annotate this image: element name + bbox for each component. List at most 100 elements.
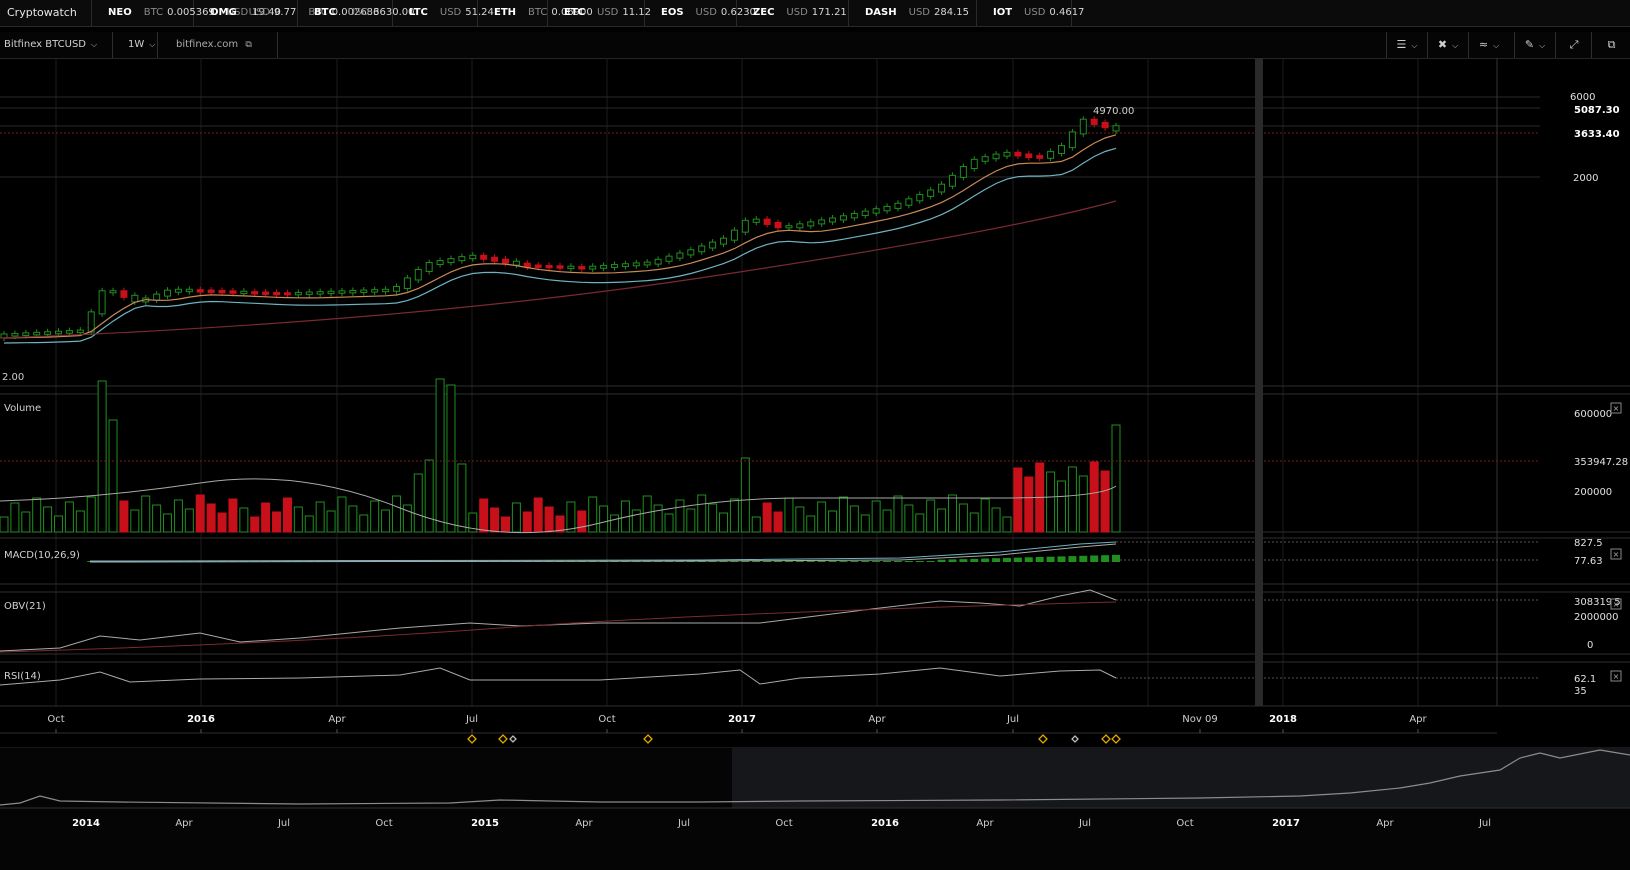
close-pane-button[interactable]: × (1610, 402, 1622, 414)
ticker-item-omg[interactable]: OMG USD 9.77 BTC 0.002686 (194, 0, 379, 26)
period-selector[interactable]: 1W ⌵ (113, 32, 158, 58)
macd-histogram-bar (806, 561, 815, 562)
volume-bar (893, 495, 903, 533)
candle (1101, 121, 1109, 129)
ticker-item-zec[interactable]: ZEC USD 171.21 (737, 0, 849, 26)
macd-histogram-bar (981, 558, 990, 562)
candle (534, 264, 542, 268)
macd-histogram-bar (752, 561, 761, 562)
volume-bar (610, 514, 620, 533)
candlestick-pane[interactable] (0, 116, 1120, 344)
ticker-item-eth[interactable]: ETH BTC 0.06900 (478, 0, 593, 26)
ticker-item-ltc[interactable]: LTC USD 51.24 (393, 0, 494, 26)
macd-histogram-bar (719, 561, 728, 562)
candle (774, 221, 782, 229)
brand-logo[interactable]: Cryptowatch (0, 0, 92, 26)
volume-bar (304, 515, 314, 533)
macd-histogram-bar (774, 561, 783, 562)
candle (76, 329, 84, 334)
draw-button[interactable]: ✎ ⌵ (1514, 32, 1555, 58)
ticker-item-etc[interactable]: ETC USD 11.12 (548, 0, 651, 26)
candle (567, 265, 575, 270)
time-axis-label: 2017 (728, 714, 756, 725)
navigator-axis-label: 2016 (871, 818, 899, 829)
indicators-button[interactable]: ≈ ⌵ (1468, 32, 1509, 58)
volume-tick: 600000 (1574, 409, 1612, 420)
quote-currency: USD (226, 7, 249, 18)
volume-bar (555, 515, 565, 533)
ticker-item-btc[interactable]: BTC USD 3630.00 (298, 0, 415, 26)
candle (55, 330, 63, 335)
candle (44, 331, 52, 335)
volume-bar (370, 500, 380, 533)
candle (763, 218, 771, 225)
volume-bar (937, 508, 947, 533)
ema-fast-line (3, 134, 1117, 339)
volume-bar (599, 505, 609, 533)
exchange-link[interactable]: bitfinex.com ⧉ (158, 32, 278, 58)
candle (785, 225, 793, 229)
candle (883, 205, 891, 212)
ema-mid-line (3, 147, 1117, 344)
quote-currency: USD (908, 7, 930, 18)
quote-currency: USD (786, 7, 808, 18)
fullscreen-button[interactable]: ⤢ (1555, 32, 1592, 58)
time-axis-label: 2018 (1269, 714, 1297, 725)
indicators-icon: ≈ (1478, 38, 1489, 51)
candle (11, 332, 19, 337)
candle (752, 218, 760, 223)
ticker-item-dash[interactable]: DASH USD 284.15 (849, 0, 977, 26)
market-selector[interactable]: Bitfinex BTCUSD ⌵ (0, 32, 113, 58)
low-label: 2.00 (2, 372, 24, 383)
volume-bar (773, 511, 783, 533)
volume-bar (544, 506, 554, 533)
macd-histogram-bar (850, 561, 859, 562)
volume-bar (588, 496, 598, 533)
crosshair-button[interactable]: ✖ ⌵ (1427, 32, 1468, 58)
volume-bar (947, 494, 957, 533)
volume-bar (806, 515, 816, 533)
volume-bar (32, 497, 42, 533)
volume-bar (566, 501, 576, 533)
volume-bar (1013, 467, 1023, 533)
candle (414, 268, 422, 281)
candle (916, 193, 924, 202)
external-window-button[interactable]: ⧉ (1591, 32, 1630, 58)
volume-bar (1111, 424, 1121, 533)
macd-histogram-bar (784, 561, 793, 562)
chart-type-button[interactable]: ☰ ⌵ (1386, 32, 1427, 58)
ticker-item-iot[interactable]: IOT USD 0.4617 (977, 0, 1084, 26)
volume-bar (75, 510, 85, 533)
volume-bar (642, 495, 652, 533)
ticker-item-neo[interactable]: NEO BTC 0.005369 USD 19.40 (92, 0, 281, 26)
navigator-axis-label: Jul (677, 818, 690, 829)
volume-bar (402, 504, 412, 533)
volume-bar (272, 511, 282, 533)
candle (87, 311, 95, 333)
volume-bar (435, 378, 445, 533)
candle (589, 265, 597, 270)
price-chart[interactable]: 4970.00 2.00 6000 2000 5087.30 3633.40 V… (0, 58, 1630, 870)
candle (1036, 155, 1044, 159)
macd-histogram-bar (959, 559, 968, 562)
time-axis-label: Jul (465, 714, 478, 725)
candle (1068, 131, 1076, 149)
macd-label: MACD(10,26,9) (4, 550, 80, 561)
candle (251, 291, 259, 295)
ticker-symbol: ETC (564, 7, 585, 18)
chevron-down-icon: ⌵ (1411, 41, 1418, 50)
candle (839, 215, 847, 221)
volume-bar (141, 495, 151, 533)
candle (153, 293, 161, 301)
volume-bar (413, 473, 423, 533)
volume-bar (740, 457, 750, 533)
ticker-item-eos[interactable]: EOS USD 0.6230 (645, 0, 756, 26)
obv-line (0, 589, 1117, 652)
close-pane-button[interactable]: × (1610, 548, 1622, 560)
close-pane-button[interactable]: × (1610, 598, 1622, 610)
volume-bar (195, 494, 205, 533)
event-markers[interactable] (467, 734, 1121, 744)
quote-currency: USD (1024, 7, 1046, 18)
range-navigator[interactable] (0, 748, 1630, 870)
close-pane-button[interactable]: × (1610, 670, 1622, 682)
